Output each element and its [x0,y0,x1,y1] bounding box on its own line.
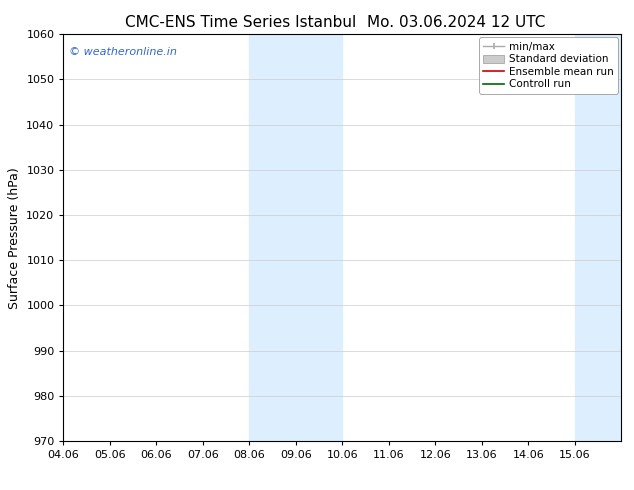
Bar [249,34,342,441]
Bar [575,34,621,441]
Legend: min/max, Standard deviation, Ensemble mean run, Controll run: min/max, Standard deviation, Ensemble me… [479,37,618,94]
Y-axis label: Surface Pressure (hPa): Surface Pressure (hPa) [8,167,21,309]
Text: CMC-ENS Time Series Istanbul: CMC-ENS Time Series Istanbul [126,15,356,30]
Text: Mo. 03.06.2024 12 UTC: Mo. 03.06.2024 12 UTC [367,15,546,30]
Text: © weatheronline.in: © weatheronline.in [69,47,177,56]
